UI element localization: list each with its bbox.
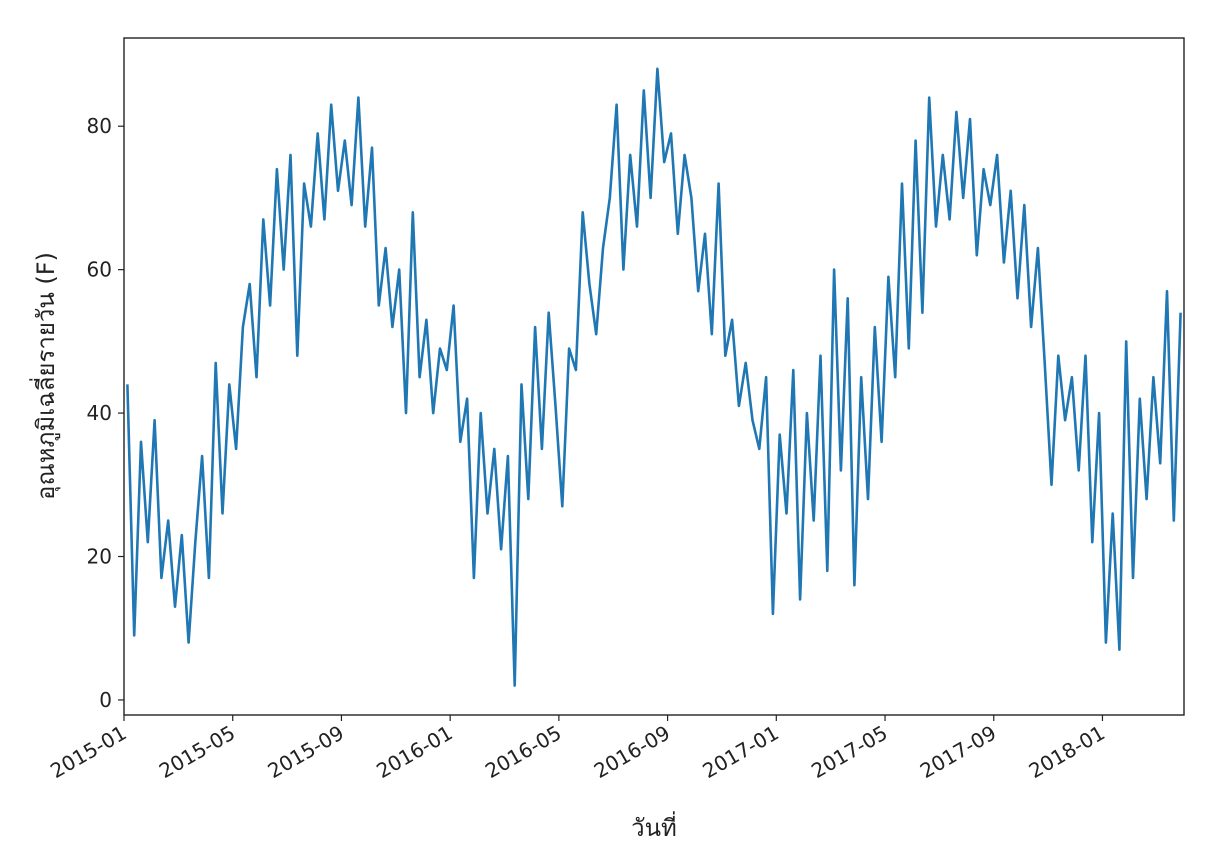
x-tick-label: 2015-01 (46, 721, 130, 784)
y-tick-label: 40 (87, 401, 112, 425)
x-tick-label: 2015-05 (155, 721, 239, 784)
x-tick-label: 2016-09 (590, 721, 674, 784)
plot-frame (123, 37, 1185, 716)
x-tick-label: 2016-05 (481, 721, 565, 784)
y-axis-label: อุณหภูมิเฉลี่ยรายวัน (F) (29, 252, 61, 500)
y-tick-label: 20 (87, 545, 112, 569)
x-tick-label: 2015-09 (264, 721, 348, 784)
x-tick-label: 2017-01 (698, 721, 782, 784)
x-tick-label: 2017-05 (807, 721, 891, 784)
y-tick-label: 80 (87, 114, 112, 138)
x-tick-label: 2018-01 (1025, 721, 1109, 784)
y-tick-label: 0 (99, 688, 112, 712)
x-tick-label: 2017-09 (916, 721, 1000, 784)
line-series (126, 67, 1182, 687)
x-tick-label: 2016-01 (372, 721, 456, 784)
x-axis-label: วันที่ (631, 811, 677, 842)
y-tick-label: 60 (87, 258, 112, 282)
